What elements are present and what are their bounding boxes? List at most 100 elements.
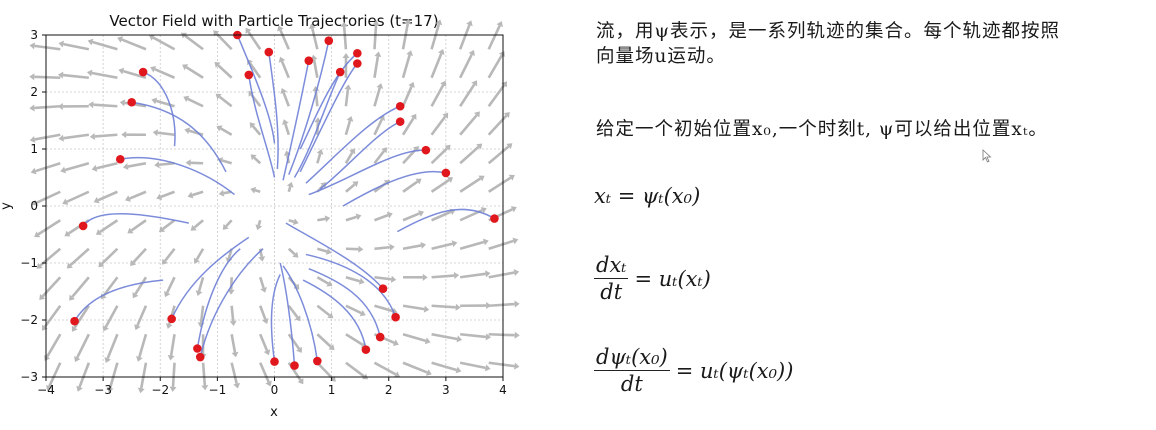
- field-arrow: [403, 86, 412, 106]
- field-arrow: [317, 277, 328, 283]
- field-arrow: [165, 249, 174, 261]
- field-arrow: [92, 42, 117, 49]
- fraction-denominator: dt: [594, 371, 670, 397]
- field-arrow: [317, 249, 327, 252]
- field-arrow: [460, 54, 472, 77]
- grid-lines: [46, 35, 503, 377]
- equation-rhs: = uₜ(ψₜ(x₀)): [676, 359, 794, 383]
- field-arrowhead: [358, 246, 363, 253]
- field-arrow: [489, 26, 500, 50]
- field-arrow: [489, 273, 515, 278]
- x-tick-label: 0: [271, 383, 279, 397]
- fraction: dxₜ dt: [594, 252, 628, 305]
- field-arrow: [403, 213, 419, 220]
- field-arrow: [63, 135, 88, 138]
- x-tick-label: −1: [209, 383, 227, 397]
- field-arrow: [374, 215, 388, 220]
- field-arrowhead: [514, 363, 519, 370]
- field-arrow: [72, 277, 89, 297]
- field-arrow: [460, 363, 485, 368]
- field-arrow: [77, 334, 89, 357]
- particle-point: [196, 353, 205, 362]
- particle-point: [127, 98, 136, 107]
- field-arrowhead: [457, 336, 463, 343]
- field-arrow: [128, 163, 146, 166]
- field-arrow: [403, 363, 427, 373]
- particle-point: [422, 146, 431, 155]
- y-axis-label: y: [0, 202, 14, 210]
- field-arrow: [317, 363, 332, 378]
- field-arrow: [194, 220, 203, 227]
- field-arrow: [489, 178, 511, 192]
- y-tick-label: 2: [30, 85, 38, 99]
- field-arrow: [199, 277, 203, 291]
- y-tick-label: −1: [20, 256, 38, 270]
- field-arrow: [139, 334, 146, 357]
- field-arrow: [63, 75, 89, 78]
- particle-point: [379, 284, 388, 293]
- particle-point: [313, 357, 322, 366]
- fraction-denominator: dt: [594, 279, 628, 305]
- field-arrowhead: [344, 84, 351, 89]
- field-arrowhead: [121, 131, 126, 138]
- field-arrow: [344, 27, 346, 50]
- field-arrow: [159, 163, 174, 165]
- particle-point: [353, 59, 362, 68]
- field-arrow: [317, 334, 331, 347]
- field-arrow: [232, 306, 234, 321]
- y-tick-label: 3: [30, 28, 38, 42]
- field-arrow: [188, 99, 203, 106]
- field-arrow: [403, 306, 424, 309]
- equation-flow-derivative: dψₜ(x₀) dt = uₜ(ψₜ(x₀)): [594, 344, 793, 397]
- field-arrow: [432, 85, 444, 106]
- equation-flow: xₜ = ψₜ(x₀): [594, 184, 700, 208]
- field-arrow: [403, 334, 426, 341]
- field-arrow: [460, 179, 480, 192]
- field-arrow: [460, 334, 486, 337]
- field-arrowhead: [514, 301, 519, 308]
- flow-definition-line2: 向量场u运动。: [596, 45, 726, 68]
- field-arrow: [192, 192, 203, 195]
- field-arrow: [460, 242, 484, 249]
- field-arrow: [460, 274, 485, 277]
- field-arrow: [37, 192, 61, 203]
- field-arrowhead: [138, 388, 145, 394]
- field-arrow: [167, 277, 174, 292]
- trajectory-line: [286, 223, 383, 289]
- y-tick-label: −2: [20, 313, 38, 327]
- field-arrowhead: [456, 304, 461, 311]
- trajectory-line: [303, 280, 366, 350]
- field-arrow: [232, 363, 237, 384]
- field-arrow: [186, 67, 203, 77]
- particle-point: [70, 317, 79, 326]
- field-arrow: [222, 160, 232, 163]
- lecture-notes: 流，用ψ表示，是一系列轨迹的集合。每个轨迹都按照 向量场u运动。 给定一个初始位…: [560, 0, 1156, 426]
- field-arrow: [346, 121, 350, 135]
- field-arrow: [317, 154, 320, 164]
- field-arrow: [432, 148, 447, 163]
- field-arrow: [80, 363, 89, 387]
- field-arrow: [93, 105, 117, 107]
- x-tick-label: −4: [37, 383, 55, 397]
- field-arrow: [289, 187, 290, 192]
- field-arrow: [45, 306, 60, 327]
- particle-point: [362, 345, 371, 354]
- field-arrow: [374, 56, 377, 77]
- field-arrow: [346, 334, 363, 344]
- x-tick-label: 3: [442, 383, 450, 397]
- field-arrowhead: [424, 306, 429, 313]
- x-tick-label: −3: [94, 383, 112, 397]
- field-arrow: [185, 36, 203, 50]
- field-arrow: [65, 163, 89, 170]
- field-arrow: [280, 30, 288, 49]
- field-arrow: [460, 84, 474, 106]
- position-description: 给定一个初始位置x₀,一个时刻t, ψ可以给出位置xₜ。: [596, 118, 1048, 141]
- field-arrowhead: [87, 70, 93, 77]
- vector-field-figure: Vector Field with Particle Trajectories …: [0, 0, 520, 426]
- field-arrowhead: [153, 129, 158, 136]
- field-arrow: [260, 277, 263, 288]
- field-arrow: [34, 106, 60, 108]
- field-arrowhead: [29, 73, 34, 80]
- field-arrow: [289, 249, 295, 255]
- particle-point: [79, 222, 88, 231]
